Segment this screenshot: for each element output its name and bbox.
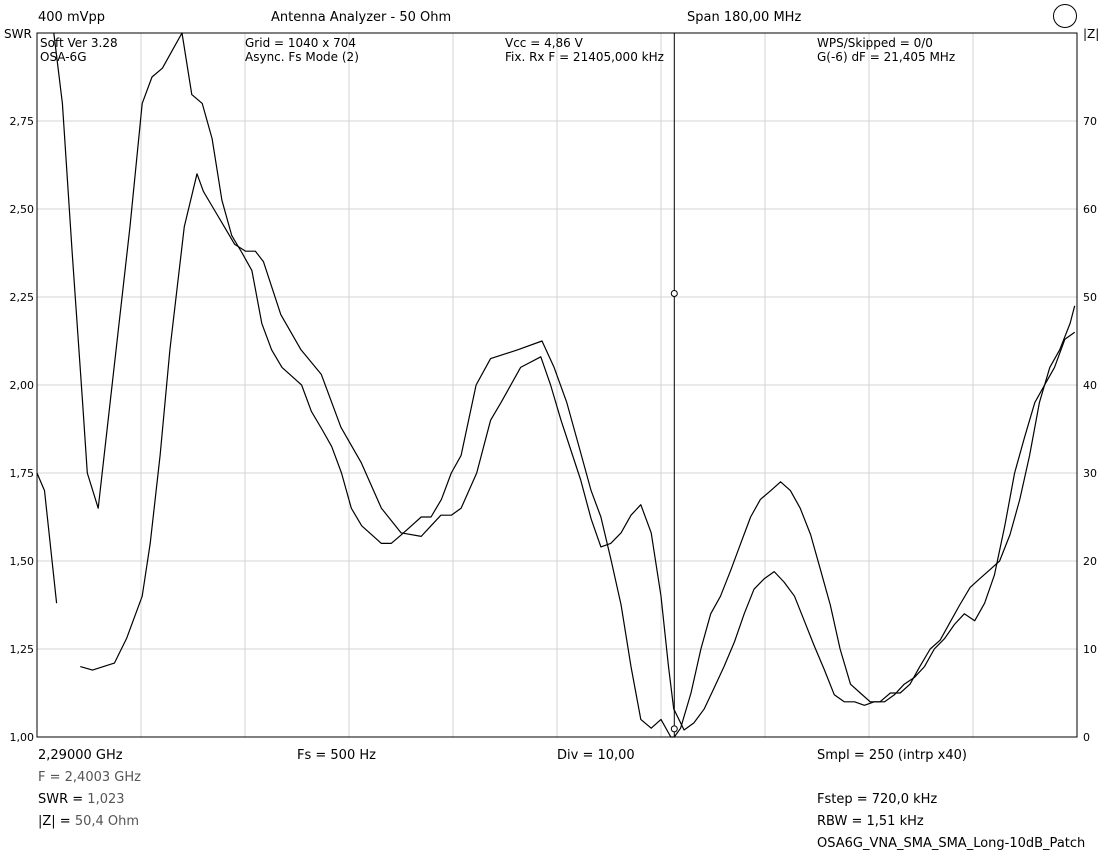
left-tick-label: 2,00 (10, 379, 35, 392)
right-tick-label: 0 (1083, 731, 1090, 744)
right-tick-label: 50 (1083, 291, 1097, 304)
right-tick-label: 20 (1083, 555, 1097, 568)
marker-impedance-label: |Z| = (38, 814, 75, 829)
chart-grid (37, 33, 1077, 737)
gain-delta-frequency: G(-6) dF = 21,405 MHz (817, 50, 956, 64)
samples-readout: Smpl = 250 (intrp x40) (817, 748, 967, 763)
plot-frame (36, 32, 1078, 738)
start-frequency: 2,29000 GHz (38, 748, 123, 763)
marker-impedance-point (670, 289, 678, 297)
vcc-readout: Vcc = 4,86 V (505, 36, 583, 50)
left-axis-title: SWR (4, 27, 32, 41)
division-readout: Div = 10,00 (557, 748, 635, 763)
mode-title: Antenna Analyzer - 50 Ohm (271, 10, 452, 25)
frequency-step: Fstep = 720,0 kHz (817, 792, 938, 807)
marker-swr-label: SWR = (38, 792, 88, 807)
marker-frequency-value: 2,4003 GHz (64, 770, 141, 785)
left-tick-label: 1,25 (10, 643, 35, 656)
axis-ticks: 1,00 1,25 1,50 1,75 2,00 2,25 2,50 2,75 0 10 20 30 4… (10, 115, 1098, 744)
left-tick-label: 2,50 (10, 203, 35, 216)
grid-size: Grid = 1040 x 704 (245, 36, 357, 50)
right-tick-label: 40 (1083, 379, 1097, 392)
left-tick-label: 1,50 (10, 555, 35, 568)
record-circle-button[interactable] (1053, 4, 1077, 28)
marker-frequency-label: F = (38, 770, 65, 785)
wps-skipped: WPS/Skipped = 0/0 (817, 36, 933, 50)
left-tick-label: 2,75 (10, 115, 35, 128)
software-version: Soft Ver 3.28 (40, 36, 118, 50)
marker-impedance: |Z| = 50,4 Ohm (38, 814, 139, 830)
fixed-rx-frequency: Fix. Rx F = 21405,000 kHz (505, 50, 664, 64)
marker-impedance-value: 50,4 Ohm (74, 814, 140, 829)
marker-swr: SWR = 1,023 (38, 792, 125, 808)
signal-level: 400 mVpp (38, 10, 106, 25)
swr-series-line (36, 173, 1076, 731)
right-tick-label: 10 (1083, 643, 1097, 656)
sample-rate: Fs = 500 Hz (297, 748, 376, 763)
marker-group (670, 33, 678, 737)
impedance-series-line (53, 32, 1076, 738)
profile-name: OSA6G_VNA_SMA_SMA_Long-10dB_Patch (817, 836, 1086, 851)
device-name: OSA-6G (40, 50, 87, 64)
right-tick-label: 60 (1083, 203, 1097, 216)
left-tick-label: 1,00 (10, 731, 35, 744)
left-tick-label: 1,75 (10, 467, 35, 480)
span-readout: Span 180,00 MHz (687, 10, 802, 25)
marker-swr-point (670, 725, 678, 733)
marker-frequency: F = 2,4003 GHz (38, 770, 141, 786)
left-tick-label: 2,25 (10, 291, 35, 304)
right-tick-label: 70 (1083, 115, 1097, 128)
marker-swr-value: 1,023 (87, 792, 125, 807)
series-group (36, 32, 1076, 738)
resolution-bandwidth: RBW = 1,51 kHz (817, 814, 924, 829)
right-tick-label: 30 (1083, 467, 1097, 480)
async-mode: Async. Fs Mode (2) (245, 50, 359, 64)
right-axis-title: |Z| (1083, 27, 1100, 41)
